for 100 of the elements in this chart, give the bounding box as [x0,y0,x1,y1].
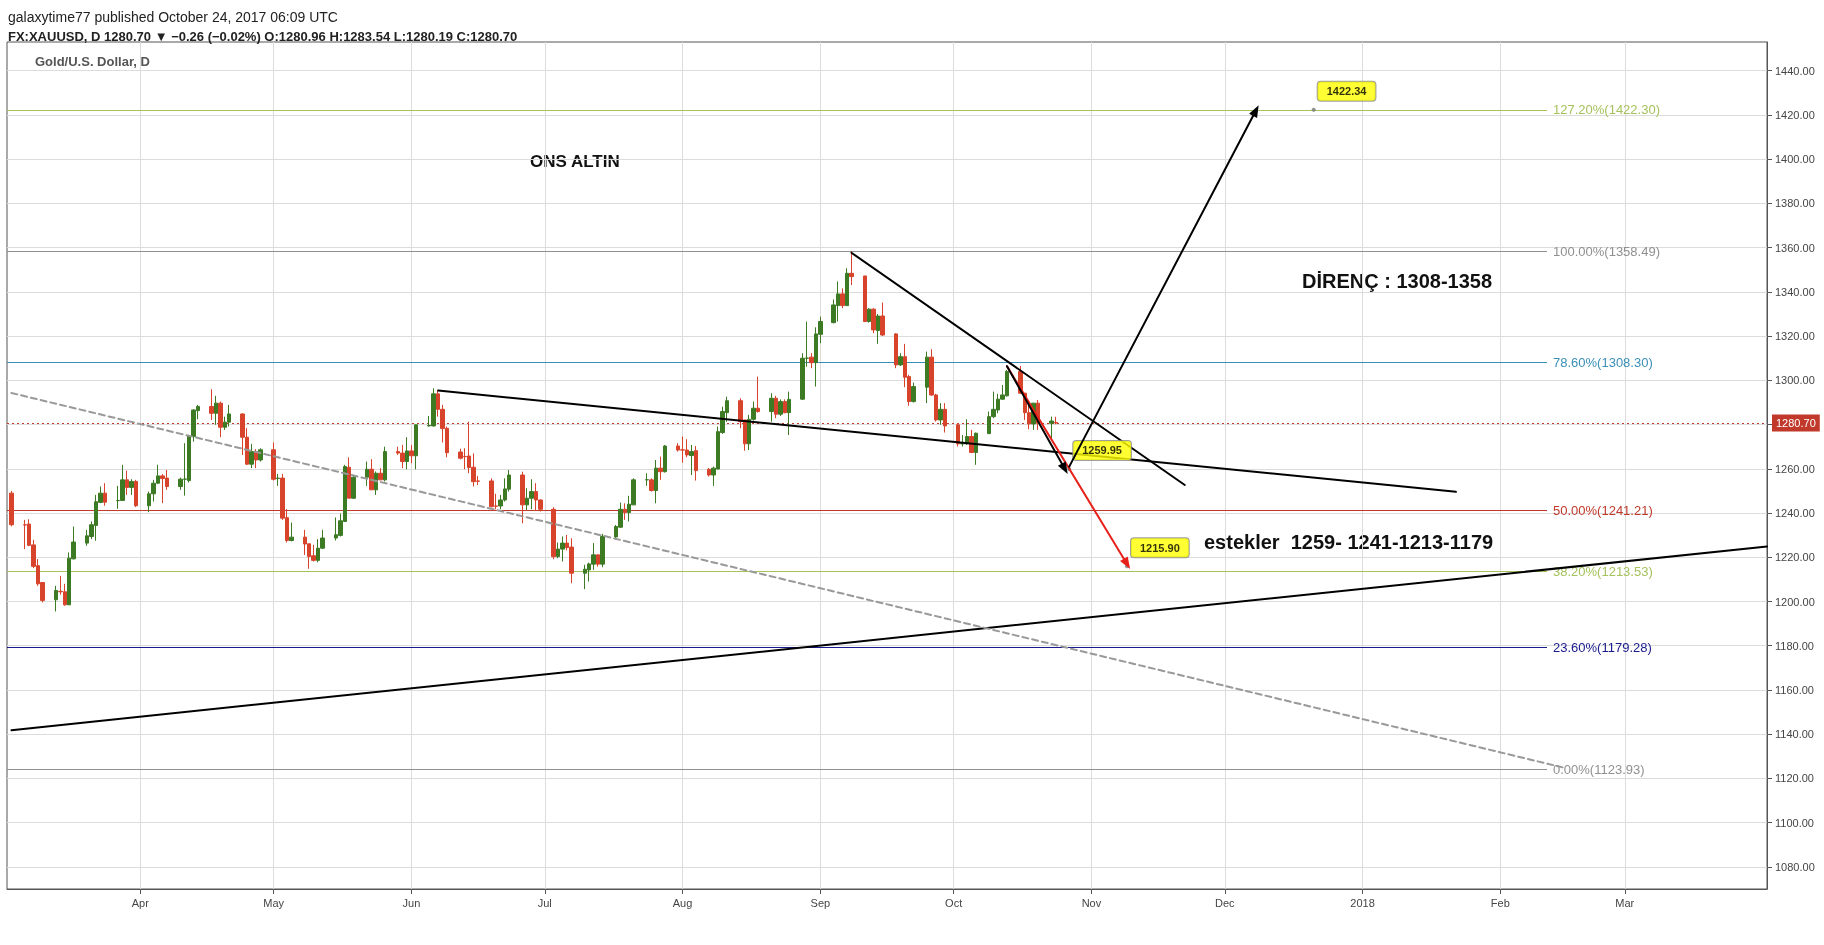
candlestick [378,467,383,481]
candlestick [9,490,14,527]
ref-line-label: 100.00%(1358.49) [1553,243,1660,259]
y-tick-label: 1160.00 [1775,683,1814,696]
candlestick [649,477,654,493]
candlestick [103,482,107,507]
candlestick [1054,416,1058,425]
y-tick-label: 1440.00 [1775,64,1815,77]
x-tick-label: Jun [402,896,421,909]
ref-line-label: 1280.70 [1776,417,1816,430]
candlestick [774,395,778,419]
candlestick [214,395,218,426]
x-tick-label: Feb [1490,896,1510,909]
candlestick [707,467,711,478]
annotation: FX:XAUUSD, D 1280.70 ▼ −0.26 (−0.02%) O:1280.96 H:1283.54 L:1280.19 C:1280.70 [8,29,518,44]
candlestick [583,564,587,590]
y-tick-label: 1240.00 [1775,507,1815,520]
candlestick [54,585,58,612]
candlestick [551,506,556,560]
candlestick [769,392,774,423]
x-tick-label: Dec [1215,896,1236,909]
candlestick [849,250,854,286]
candlestick [894,332,898,369]
candlestick [938,402,943,426]
candlestick [663,444,667,474]
y-tick-label: 1200.00 [1775,595,1815,608]
annotation: 1215.90 [1140,541,1180,554]
y-tick-label: 1260.00 [1775,462,1815,475]
y-tick-label: 1420.00 [1775,108,1815,121]
candlestick [489,477,494,508]
annotation: estekler 1259- 1241-1213-1179 [1204,531,1494,553]
candlestick [925,351,929,404]
candlestick [209,388,214,421]
candlestick [863,275,867,323]
candlestick [845,267,849,307]
candlestick [409,444,414,464]
y-tick-label: 1180.00 [1775,639,1814,652]
candlestick [160,473,165,504]
candlestick [560,535,565,562]
candlestick [369,458,374,491]
candlestick [809,352,814,369]
candlestick [694,445,698,482]
text: Gold/U.S. Dollar, D [35,54,150,69]
candlestick [943,402,947,434]
candlestick [871,307,876,334]
candlestick [876,313,880,345]
candlestick [680,436,685,464]
x-tick-label: Apr [131,896,150,909]
candlestick [23,519,27,550]
x-tick-label: Aug [672,896,693,909]
ref-line-label: 38.20%(1213.53) [1553,564,1653,580]
candlestick [414,424,418,470]
candlestick [787,391,791,436]
candlestick [840,287,845,309]
ref-line-label: 78.60%(1308.30) [1553,354,1653,370]
y-tick-label: 1120.00 [1775,772,1814,785]
annotation: 1422.34 [1326,85,1368,98]
candlestick [867,307,871,324]
x-tick-label: Oct [945,896,963,909]
ref-line-label: 23.60%(1179.28) [1553,639,1652,655]
candlestick [1049,416,1054,439]
y-tick-label: 1100.00 [1775,816,1814,829]
candlestick [125,470,129,496]
y-tick-label: 1320.00 [1775,330,1815,343]
candlestick [191,408,196,443]
candlestick [654,459,658,504]
y-tick-label: 1080.00 [1775,860,1815,873]
x-tick-label: Jul [537,896,552,909]
y-tick-label: 1220.00 [1775,551,1815,564]
candlestick [134,479,138,508]
candlestick [898,352,903,367]
y-tick-label: 1140.00 [1775,728,1814,741]
candlestick [778,398,783,417]
candlestick [347,456,351,499]
candlestick [783,398,787,414]
candlestick [569,537,574,584]
candlestick [756,376,760,414]
candlestick [956,422,960,447]
candlestick [600,533,605,568]
candlestick [658,456,663,481]
candlestick [974,432,978,466]
candlestick [365,461,369,487]
candlestick [383,446,387,482]
x-tick-label: Mar [1615,896,1635,909]
candlestick [129,478,134,496]
y-tick-label: 1380.00 [1775,197,1815,210]
candlestick [276,473,280,487]
candlestick [623,502,627,521]
candlestick [880,302,885,337]
y-tick-label: 1300.00 [1775,374,1815,387]
x-tick-label: Sep [810,896,831,909]
y-tick-label: 1400.00 [1775,153,1815,166]
annotation: 1259.95 [1082,444,1122,457]
y-tick-label: 1360.00 [1775,241,1815,254]
ref-line-label: 127.20%(1422.30) [1553,102,1660,118]
x-tick-label: May [263,896,285,909]
candlestick [596,554,600,568]
annotation: DİRENÇ : 1308-1358 [1302,270,1493,292]
candlestick [218,401,223,438]
candlestick [645,472,649,487]
